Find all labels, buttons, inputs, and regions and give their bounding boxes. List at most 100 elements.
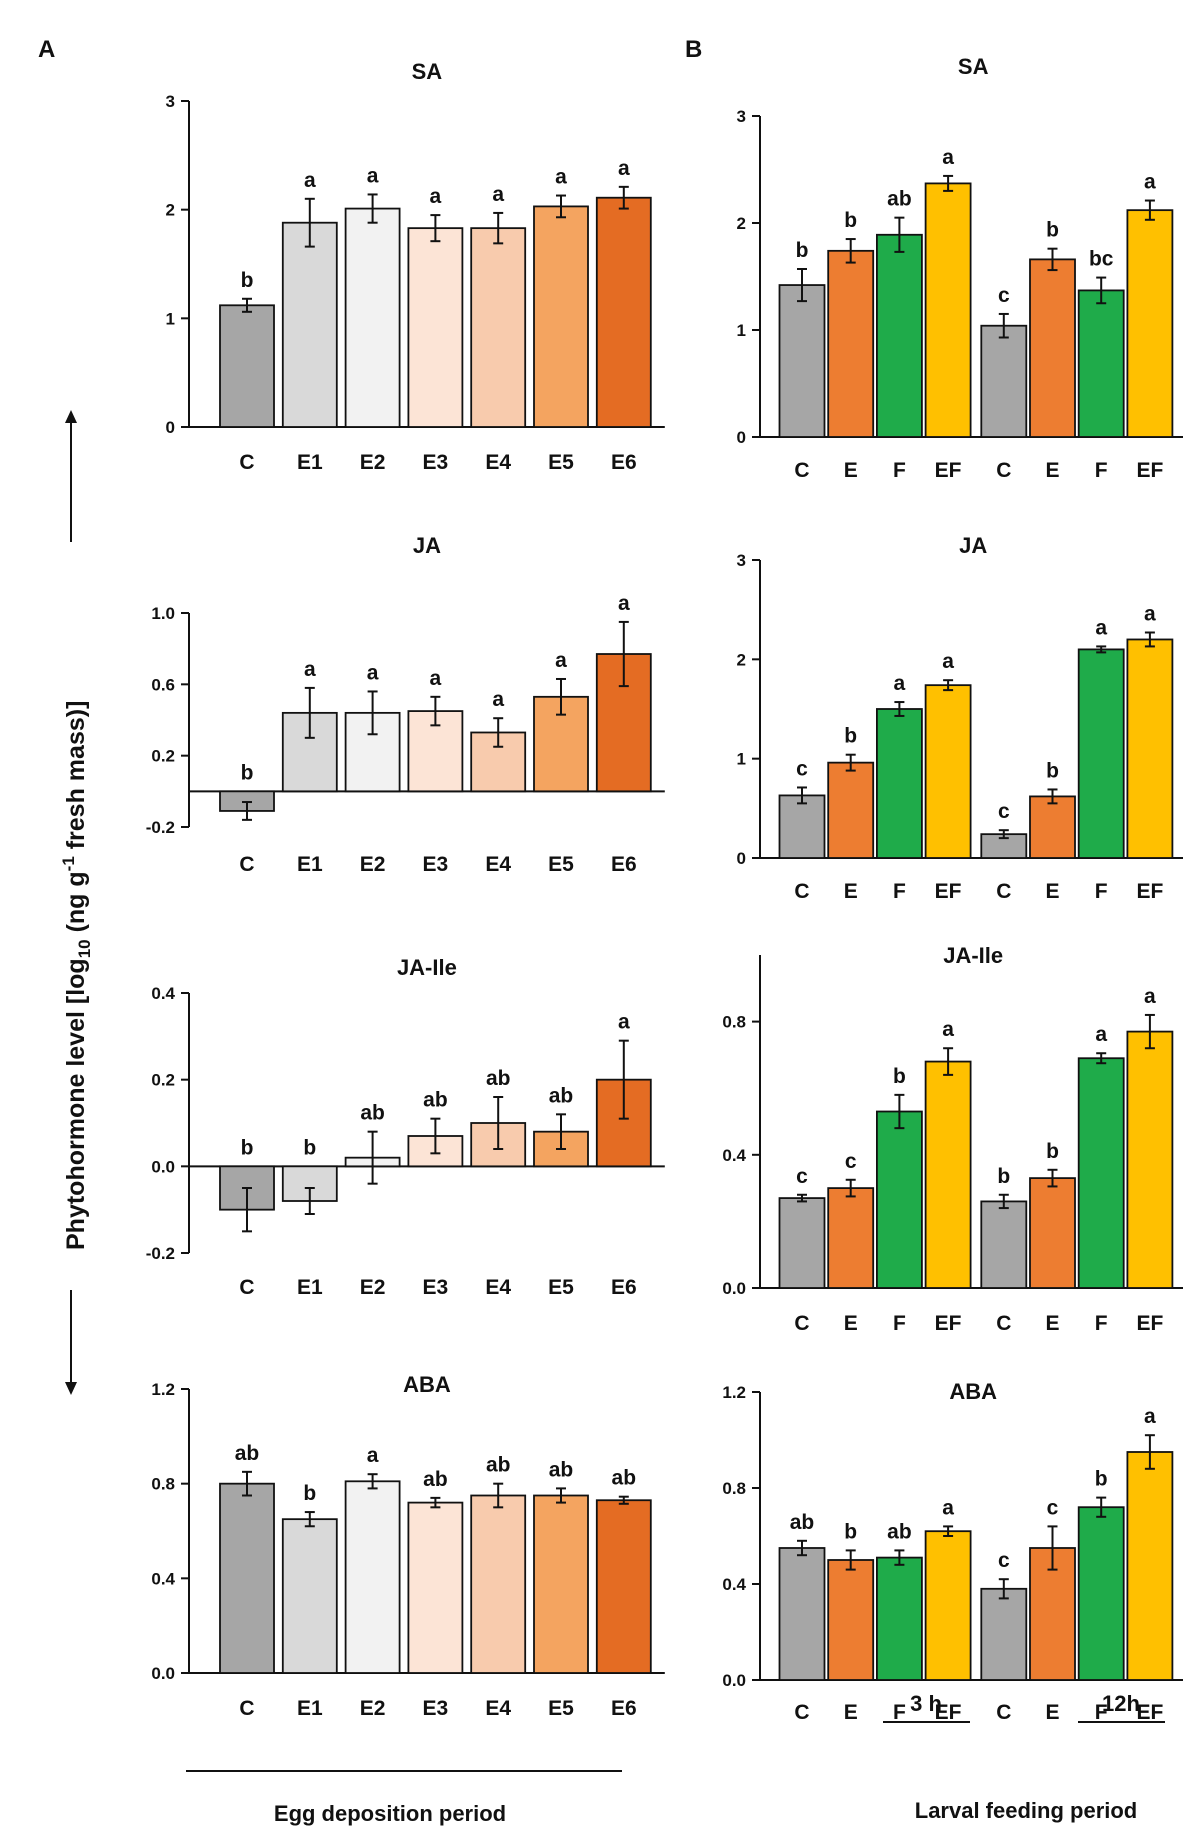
- bar-e6: [595, 1499, 652, 1674]
- chart-title: JA: [959, 533, 987, 558]
- y-tick-label: 0.4: [722, 1146, 746, 1165]
- y-tick-label: 0: [737, 428, 746, 447]
- category-label: E: [844, 1312, 858, 1335]
- bar-c: [219, 304, 275, 428]
- category-label: F: [1095, 459, 1108, 482]
- y-tick-label: 0.0: [722, 1671, 746, 1690]
- chart-b-ja: JA 0 1 2 3 c Cb Ea Fa EF c Cb Ea Fa EF: [737, 533, 1183, 903]
- bar-f: [1077, 1506, 1125, 1681]
- significance-letter: a: [1095, 1023, 1107, 1046]
- category-label: E: [1045, 880, 1059, 903]
- bar-ef: [1126, 1451, 1174, 1681]
- bar-ef: [924, 684, 972, 859]
- significance-letter: a: [555, 166, 567, 189]
- bar-e1: [281, 221, 338, 428]
- y-tick-label: 0.8: [151, 1475, 175, 1494]
- significance-letter: b: [303, 1482, 316, 1505]
- y-tick-label: 0: [737, 849, 746, 868]
- bar-c: [980, 1200, 1028, 1289]
- category-label: E3: [423, 1276, 449, 1299]
- category-label: E6: [611, 1276, 637, 1299]
- significance-letter: a: [555, 649, 567, 672]
- significance-letter: a: [894, 672, 906, 695]
- category-label: E4: [485, 1276, 511, 1299]
- bar-c: [219, 1482, 275, 1674]
- category-label: E2: [360, 853, 386, 876]
- significance-letter: a: [1144, 985, 1156, 1008]
- bar-c: [980, 324, 1028, 438]
- significance-letter: a: [492, 183, 504, 206]
- y-tick-label: 3: [737, 107, 746, 126]
- category-label: E5: [548, 451, 574, 474]
- significance-letter: a: [1095, 616, 1107, 639]
- bar-e2: [344, 207, 401, 428]
- category-label: E2: [360, 1697, 386, 1720]
- group-12h-label: 12h: [1102, 1691, 1140, 1716]
- y-axis-title-sup: -1: [59, 856, 78, 871]
- significance-letter: b: [844, 725, 857, 748]
- category-label: E: [844, 1701, 858, 1724]
- y-tick-label: 0.0: [151, 1664, 175, 1683]
- charts-container: SA0123bCaE1aE2aE3aE4aE5aE6JA-0.20.20.61.…: [146, 54, 1183, 1724]
- bar-e4: [470, 227, 527, 428]
- chart-title: SA: [958, 54, 989, 79]
- y-tick-label: 1.0: [151, 604, 175, 623]
- y-tick-label: 0.6: [151, 675, 175, 694]
- bar-e3: [407, 227, 464, 428]
- bar-e: [827, 761, 875, 859]
- bar-e3: [407, 1501, 464, 1674]
- bar-c: [778, 284, 826, 438]
- y-tick-label: 0.2: [151, 747, 175, 766]
- chart-title: SA: [412, 59, 443, 84]
- down-arrow-head: [65, 1382, 77, 1395]
- significance-letter: a: [942, 1018, 954, 1041]
- bar-c: [778, 794, 826, 859]
- significance-letter: ab: [549, 1458, 574, 1481]
- significance-letter: b: [997, 1165, 1010, 1188]
- y-tick-label: 0.4: [151, 984, 175, 1003]
- bar-f: [876, 233, 923, 438]
- significance-letter: a: [304, 658, 316, 681]
- significance-letter: b: [241, 269, 254, 292]
- chart-b-aba: ABA 0.0 0.4 0.8 1.2 ab Cb Eab Fa EF c Cc Eb Fa EF: [722, 1379, 1183, 1724]
- bar-ef: [924, 1530, 972, 1681]
- significance-letter: a: [367, 1444, 379, 1467]
- significance-letter: a: [618, 1011, 630, 1034]
- category-label: EF: [935, 1312, 962, 1335]
- bar-e: [1029, 258, 1076, 438]
- significance-letter: c: [796, 1165, 808, 1188]
- bar-ef: [1126, 209, 1174, 438]
- chart-b-jaile: JA-Ile 0.0 0.4 0.8 c Cc Eb Fa EF b Cb Ea Fa EF: [722, 943, 1183, 1335]
- y-axis-title: Phytohormone level [log10 (ng g-1 fresh …: [59, 701, 94, 1250]
- bar-f: [1077, 1057, 1125, 1289]
- category-label: F: [1095, 1701, 1108, 1724]
- panel-label-a: A: [38, 36, 55, 63]
- y-tick-label: 0.4: [722, 1575, 746, 1594]
- group-3h-label: 3 h: [910, 1691, 942, 1716]
- chart-title: ABA: [403, 1372, 451, 1397]
- significance-letter: b: [1046, 759, 1059, 782]
- significance-letter: a: [1144, 1405, 1156, 1428]
- significance-letter: ab: [486, 1454, 511, 1477]
- bar-e: [1029, 795, 1076, 859]
- significance-letter: b: [1046, 1140, 1059, 1163]
- category-label: E: [1045, 1312, 1059, 1335]
- category-label: E3: [423, 451, 449, 474]
- category-label: C: [996, 1701, 1011, 1724]
- bar-e: [827, 1187, 875, 1289]
- significance-letter: b: [303, 1136, 316, 1159]
- y-tick-label: 3: [166, 92, 175, 111]
- significance-letter: ab: [887, 1520, 912, 1543]
- category-label: C: [794, 1701, 809, 1724]
- significance-letter: a: [942, 146, 954, 169]
- up-arrow-head: [65, 410, 77, 423]
- significance-letter: a: [942, 1496, 954, 1519]
- bar-c: [778, 1197, 826, 1289]
- y-tick-label: 0.0: [722, 1279, 746, 1298]
- significance-letter: a: [1144, 603, 1156, 626]
- category-label: C: [996, 1312, 1011, 1335]
- bar-ef: [924, 182, 972, 438]
- larval-period-label: Larval feeding period: [915, 1798, 1138, 1823]
- category-label: E1: [297, 853, 323, 876]
- chart-b-sa: SA 0 1 2 3 b Cb Eab Fa EF c Cb Ebc Fa EF: [737, 54, 1183, 482]
